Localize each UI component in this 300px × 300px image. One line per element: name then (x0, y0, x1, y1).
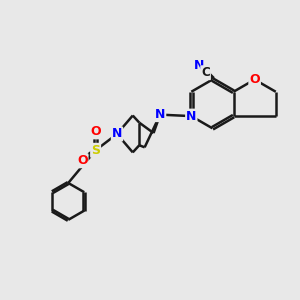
Text: O: O (90, 125, 101, 138)
Text: N: N (112, 128, 122, 140)
Text: C: C (201, 66, 210, 79)
Text: O: O (77, 154, 88, 167)
Text: N: N (155, 108, 165, 121)
Text: N: N (194, 59, 204, 72)
Text: S: S (91, 144, 100, 157)
Text: N: N (186, 110, 196, 123)
Text: O: O (249, 73, 260, 86)
